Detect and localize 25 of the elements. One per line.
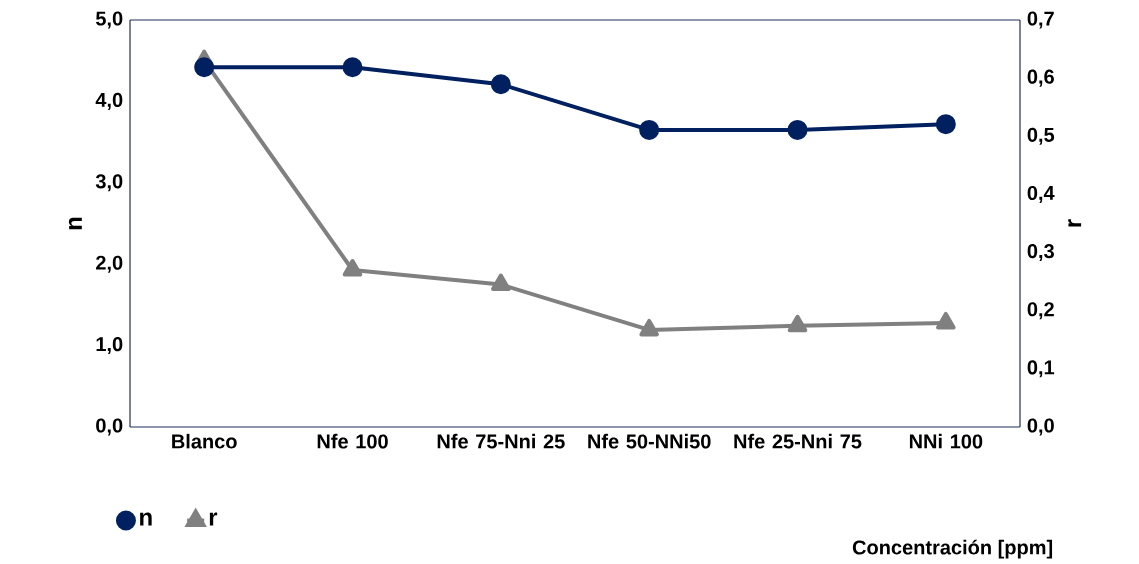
x-tick-label: Nfe 100 [317, 433, 388, 449]
x-axis-title: Concentración [ppm] [852, 539, 1053, 559]
y-tick-label: 0,0 [96, 418, 123, 436]
y2-tick-label: 0,5 [1027, 127, 1055, 145]
y-tick-label: 4,0 [95, 92, 123, 110]
y2-tick-label: 0,2 [1027, 302, 1054, 320]
y2-tick-label: 0,3 [1027, 244, 1054, 262]
x-tick-label: Nfe 50-NNi50 [588, 433, 711, 449]
x-tick-label: Nfe 25-Nni 75 [734, 433, 862, 449]
y2-axis-title: r [1068, 219, 1082, 227]
y2-tick-label: 0,4 [1027, 185, 1055, 203]
y2-tick-label: 0,6 [1027, 69, 1054, 87]
y-tick-label: 5,0 [95, 11, 123, 29]
y2-tick-label: 0,7 [1027, 11, 1054, 29]
legend-label: n [140, 512, 152, 526]
y-tick-label: 3,0 [95, 174, 123, 192]
y2-tick-label: 0,1 [1027, 360, 1055, 378]
y-tick-label: 1,0 [96, 337, 123, 355]
x-tick-label: Nfe 75-Nni 25 [437, 433, 565, 449]
x-tick-label: NNi 100 [909, 433, 983, 449]
y-axis-title: n [68, 217, 82, 230]
y2-tick-label: 0,0 [1027, 418, 1054, 436]
legend-label: r [209, 512, 218, 526]
x-tick-label: Blanco [172, 433, 237, 449]
y-tick-label: 2,0 [96, 255, 123, 273]
